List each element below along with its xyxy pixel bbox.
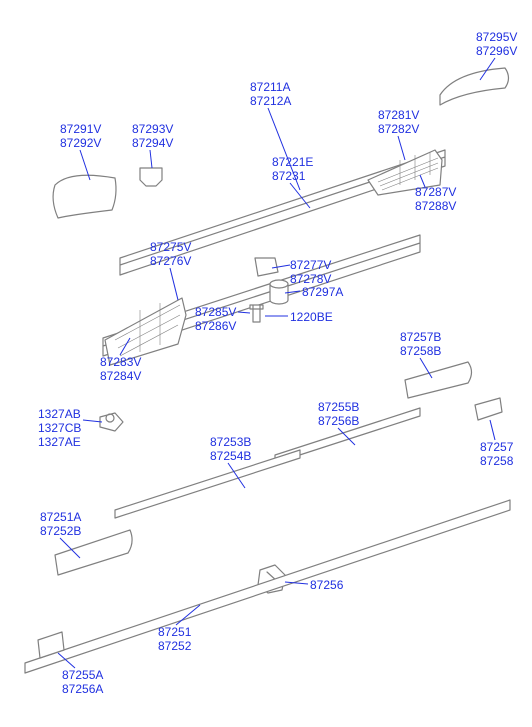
leader-87281V [398, 136, 405, 160]
label-line: 87212A [250, 94, 291, 108]
label-line: 87291V [60, 122, 101, 136]
label-line: 87283V [100, 355, 141, 369]
label-line: 87254B [210, 449, 251, 463]
label-line: 87292V [60, 136, 101, 150]
label-87251: 8725187252 [158, 625, 191, 653]
label-87283V: 87283V87284V [100, 355, 141, 383]
leader-1327AB [83, 420, 102, 422]
part-pad_small [255, 258, 278, 276]
diagram-canvas: 87295V87296V 87211A87212A 87281V87282V 8729… [0, 0, 532, 727]
label-line: 87277V [290, 258, 331, 272]
label-line: 87221E [272, 155, 313, 169]
label-87297A: 87297A [302, 285, 343, 299]
label-line: 87251A [40, 510, 81, 524]
label-87255A: 87255A87256A [62, 668, 103, 696]
label-1327AB: 1327AB1327CB1327AE [38, 407, 81, 449]
label-line: 87288V [415, 199, 456, 213]
label-87255B: 87255B87256B [318, 400, 359, 428]
part-mold_front_b [115, 450, 300, 518]
label-87275V: 87275V87276V [150, 240, 191, 268]
label-line: 87276V [150, 254, 191, 268]
label-line: 87257 [480, 440, 513, 454]
leader-87293V [150, 150, 152, 168]
label-line: 87256A [62, 682, 103, 696]
label-line: 87286V [195, 319, 236, 333]
label-line: 87282V [378, 122, 419, 136]
part-end_cover_rh [440, 68, 509, 105]
label-line: 87257B [400, 330, 441, 344]
label-line: 87252 [158, 639, 191, 653]
label-87211A: 87211A87212A [250, 80, 291, 108]
label-87291V: 87291V87292V [60, 122, 101, 150]
label-line: 87275V [150, 240, 191, 254]
part-mold_main [25, 500, 510, 673]
label-87285V: 87285V87286V [195, 305, 236, 333]
label-line: 87294V [132, 136, 173, 150]
label-line: 87258 [480, 454, 513, 468]
label-line: 87256B [318, 414, 359, 428]
label-87281V: 87281V87282V [378, 108, 419, 136]
label-line: 87297A [302, 285, 343, 299]
label-line: 1220BE [290, 310, 333, 324]
label-line: 87253B [210, 435, 251, 449]
label-line: 87296V [476, 44, 517, 58]
label-line: 87293V [132, 122, 173, 136]
label-line: 1327CB [38, 421, 81, 435]
part-end_cap_lh [53, 175, 116, 218]
label-1220BE: 1220BE [290, 310, 333, 324]
part-cylinder [270, 280, 288, 304]
part-screw [250, 305, 263, 322]
label-line: 87285V [195, 305, 236, 319]
label-87251A: 87251A87252B [40, 510, 81, 538]
parts-layer [0, 0, 532, 727]
label-line: 87281V [378, 108, 419, 122]
label-87256: 87256 [310, 578, 343, 592]
label-87295V: 87295V87296V [476, 30, 517, 58]
label-line: 87287V [415, 185, 456, 199]
part-mold_end_rh_b [405, 362, 472, 398]
label-line: 87251 [158, 625, 191, 639]
leader-87285V [238, 312, 250, 313]
label-line: 87255B [318, 400, 359, 414]
label-87221E: 87221E87231 [272, 155, 313, 183]
leader-87257 [490, 420, 495, 440]
part-nut [100, 413, 123, 431]
label-line: 87295V [476, 30, 517, 44]
label-line: 87278V [290, 272, 331, 286]
label-line: 87255A [62, 668, 103, 682]
label-line: 87211A [250, 80, 291, 94]
label-line: 1327AB [38, 407, 81, 421]
label-87293V: 87293V87294V [132, 122, 173, 150]
label-line: 87231 [272, 169, 313, 183]
part-bracket_small [140, 168, 162, 186]
part-mold_end_rh [475, 398, 502, 420]
leader-87275V [170, 268, 178, 300]
label-87253B: 87253B87254B [210, 435, 251, 463]
label-87277V: 87277V87278V [290, 258, 331, 286]
label-line: 87256 [310, 578, 343, 592]
label-87257B: 87257B87258B [400, 330, 441, 358]
label-line: 1327AE [38, 435, 81, 449]
label-87287V: 87287V87288V [415, 185, 456, 213]
label-87257: 8725787258 [480, 440, 513, 468]
label-line: 87284V [100, 369, 141, 383]
label-line: 87258B [400, 344, 441, 358]
label-line: 87252B [40, 524, 81, 538]
